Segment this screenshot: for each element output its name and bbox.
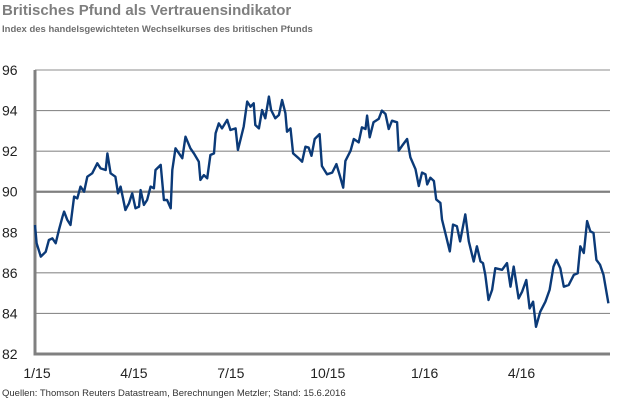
y-tick-label: 94 [2, 103, 18, 119]
x-tick-label: 1/15 [23, 365, 50, 381]
y-tick-label: 92 [2, 143, 18, 159]
y-tick-label: 96 [2, 62, 18, 78]
y-tick-label: 90 [2, 184, 18, 200]
x-tick-label: 10/15 [310, 365, 345, 381]
x-tick-label: 7/15 [217, 365, 244, 381]
x-tick-label: 4/16 [508, 365, 535, 381]
y-tick-label: 84 [2, 305, 18, 321]
series-line-0 [33, 95, 610, 328]
x-tick-label: 1/16 [411, 365, 438, 381]
chart-subtitle: Index des handelsgewichteten Wechselkurs… [2, 24, 313, 35]
x-tick-label: 4/15 [120, 365, 147, 381]
y-tick-label: 88 [2, 224, 18, 240]
chart-title: Britisches Pfund als Vertrauensindikator [2, 2, 292, 19]
y-tick-label: 82 [2, 346, 18, 362]
y-tick-label: 86 [2, 265, 18, 281]
chart-source: Quellen: Thomson Reuters Datastream, Ber… [2, 388, 346, 399]
